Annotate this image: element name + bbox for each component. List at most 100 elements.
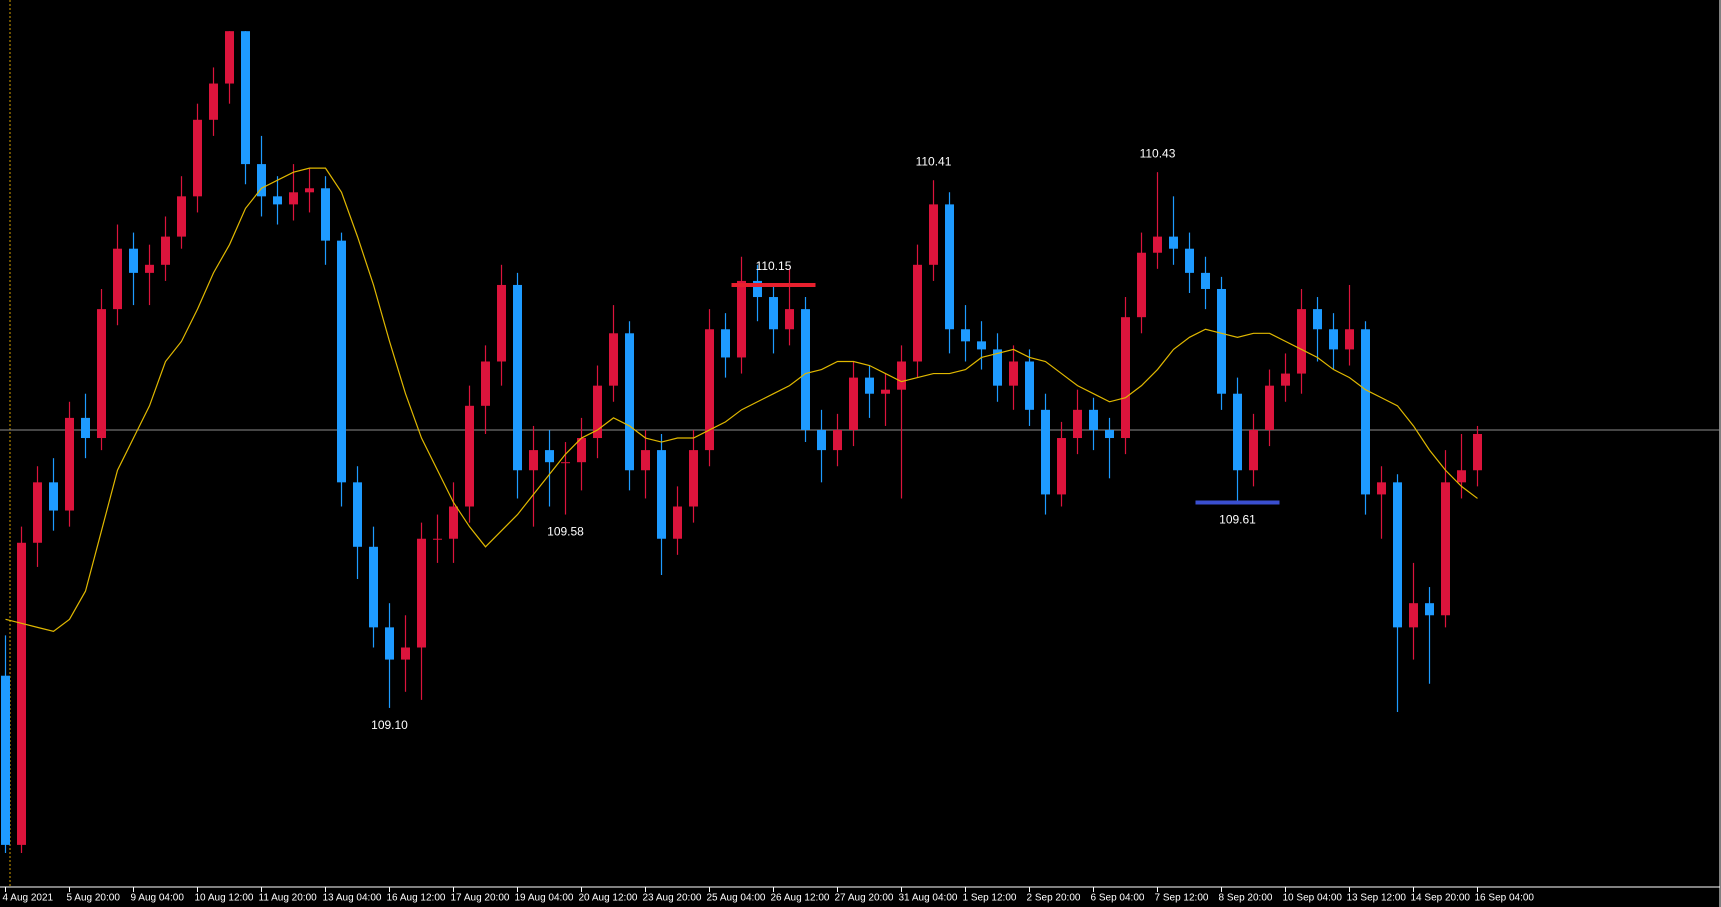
candle-body xyxy=(33,482,42,543)
candle-body xyxy=(481,361,490,406)
x-tick-label: 5 Aug 20:00 xyxy=(67,893,121,904)
candle-body xyxy=(433,538,442,540)
candle-body xyxy=(81,417,90,439)
candle-body xyxy=(1041,409,1050,495)
candle-body xyxy=(1345,329,1354,350)
candle-body xyxy=(1425,603,1434,616)
candle-body xyxy=(129,248,138,273)
x-tick-label: 25 Aug 04:00 xyxy=(707,893,766,904)
candle-body xyxy=(1153,236,1162,253)
candle-body xyxy=(897,361,906,390)
candle-body xyxy=(577,438,586,463)
candle-body xyxy=(657,450,666,539)
candle-body xyxy=(801,309,810,430)
candle-body xyxy=(1441,482,1450,616)
candle-body xyxy=(401,647,410,660)
candle-body xyxy=(1457,470,1466,483)
x-tick-label: 10 Sep 04:00 xyxy=(1283,893,1343,904)
x-tick-label: 27 Aug 20:00 xyxy=(835,893,894,904)
candle-body xyxy=(1265,385,1274,430)
candle-body xyxy=(721,329,730,358)
x-tick-label: 17 Aug 20:00 xyxy=(451,893,510,904)
candle-body xyxy=(465,405,474,507)
x-tick-label: 14 Sep 20:00 xyxy=(1411,893,1471,904)
x-tick-label: 13 Aug 04:00 xyxy=(323,893,382,904)
candle-body xyxy=(209,83,218,120)
candle-body xyxy=(769,297,778,330)
x-tick-label: 26 Aug 12:00 xyxy=(771,893,830,904)
candle-body xyxy=(817,429,826,451)
candle-body xyxy=(977,341,986,350)
candle-body xyxy=(1361,329,1370,495)
candle-body xyxy=(177,196,186,237)
x-tick-label: 23 Aug 20:00 xyxy=(643,893,702,904)
candle-body xyxy=(833,429,842,451)
candle-body xyxy=(593,385,602,439)
candle-body xyxy=(225,31,234,84)
candle-body xyxy=(1073,409,1082,439)
high-label: 110.41 xyxy=(916,154,952,168)
candle-body xyxy=(289,192,298,205)
x-tick-label: 4 Aug 2021 xyxy=(3,893,54,904)
candle-body xyxy=(49,482,58,511)
x-tick-label: 16 Aug 12:00 xyxy=(387,893,446,904)
candle-body xyxy=(1473,434,1482,471)
candle-body xyxy=(449,506,458,539)
candle-body xyxy=(961,329,970,342)
candle-body xyxy=(625,333,634,471)
candle-body xyxy=(1393,482,1402,628)
x-tick-label: 9 Aug 04:00 xyxy=(131,893,185,904)
candle-body xyxy=(849,377,858,430)
candle-body xyxy=(1281,373,1290,386)
candle-body xyxy=(161,236,170,265)
candle-body xyxy=(273,196,282,205)
candle-body xyxy=(145,264,154,273)
x-tick-label: 8 Sep 20:00 xyxy=(1219,893,1273,904)
candle-body xyxy=(1297,309,1306,374)
candle-body xyxy=(1025,361,1034,410)
candle-body xyxy=(1377,482,1386,495)
candle-body xyxy=(193,119,202,197)
candle-body xyxy=(257,164,266,197)
candle-body xyxy=(1,675,10,845)
candle-body xyxy=(753,280,762,298)
candle-body xyxy=(1169,236,1178,249)
candle-body xyxy=(97,309,106,439)
candle-body xyxy=(1329,329,1338,350)
candle-body xyxy=(417,538,426,648)
candle-body xyxy=(385,627,394,660)
candle-body xyxy=(513,284,522,471)
x-tick-label: 10 Aug 12:00 xyxy=(195,893,254,904)
x-tick-label: 11 Aug 20:00 xyxy=(259,893,318,904)
candle-body xyxy=(337,240,346,483)
candle-body xyxy=(1201,272,1210,289)
candle-body xyxy=(1105,429,1114,439)
candle-body xyxy=(17,542,26,845)
candle-body xyxy=(1009,361,1018,386)
candle-body xyxy=(689,450,698,507)
candle-body xyxy=(1057,438,1066,495)
candle-body xyxy=(1137,252,1146,318)
candle-body xyxy=(913,264,922,362)
candle-body xyxy=(785,309,794,330)
x-tick-label: 16 Sep 04:00 xyxy=(1475,893,1535,904)
candle-body xyxy=(945,204,954,330)
low-label: 109.10 xyxy=(371,718,408,732)
x-tick-label: 13 Sep 12:00 xyxy=(1347,893,1407,904)
candle-body xyxy=(321,188,330,241)
candle-body xyxy=(705,329,714,451)
candle-body xyxy=(993,349,1002,386)
high-label: 110.15 xyxy=(756,259,792,273)
candle-body xyxy=(929,204,938,265)
candle-body xyxy=(1233,393,1242,471)
low-label: 109.58 xyxy=(547,525,584,539)
low-label: 109.61 xyxy=(1219,513,1256,527)
x-tick-label: 2 Sep 20:00 xyxy=(1027,893,1081,904)
candle-body xyxy=(529,450,538,471)
x-tick-label: 1 Sep 12:00 xyxy=(963,893,1017,904)
candle-body xyxy=(1313,309,1322,330)
x-tick-label: 7 Sep 12:00 xyxy=(1155,893,1209,904)
